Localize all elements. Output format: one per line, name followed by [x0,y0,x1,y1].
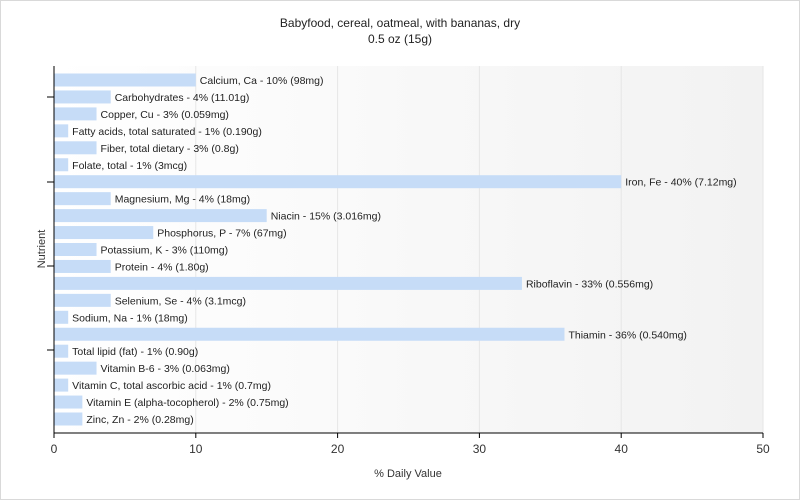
bar [54,175,622,189]
bar [54,124,69,138]
x-axis-label: % Daily Value [374,468,442,480]
bar-label: Vitamin E (alpha-tocopherol) - 2% (0.75m… [86,397,288,409]
bar-label: Vitamin C, total ascorbic acid - 1% (0.7… [72,380,271,392]
bar-label: Fatty acids, total saturated - 1% (0.190… [72,126,262,138]
bar-label: Niacin - 15% (3.016mg) [271,211,381,223]
x-tick-label: 20 [331,442,345,456]
chart-title: Babyfood, cereal, oatmeal, with bananas,… [279,16,521,30]
x-tick-label: 40 [615,442,629,456]
bar [54,259,111,273]
bar [54,192,111,206]
bar [54,73,196,87]
bar [54,327,565,341]
x-tick-label: 10 [189,442,203,456]
bar-label: Fiber, total dietary - 3% (0.8g) [101,143,239,155]
bar [54,107,97,121]
bar-label: Carbohydrates - 4% (11.01g) [115,92,250,104]
bar-label: Selenium, Se - 4% (3.1mcg) [115,295,246,307]
x-tick-label: 50 [756,442,770,456]
bar-label: Riboflavin - 33% (0.556mg) [526,278,653,290]
bar-label: Protein - 4% (1.80g) [115,261,209,273]
bar [54,378,69,392]
bar-label: Folate, total - 1% (3mcg) [72,160,187,172]
bar-label: Calcium, Ca - 10% (98mg) [200,75,324,87]
bar-label: Magnesium, Mg - 4% (18mg) [115,194,250,206]
bar-label: Phosphorus, P - 7% (67mg) [157,228,286,240]
bar [54,141,97,155]
bar-label: Copper, Cu - 3% (0.059mg) [101,109,229,121]
bar-label: Potassium, K - 3% (110mg) [101,245,229,257]
bar [54,344,69,358]
bar-label: Sodium, Na - 1% (18mg) [72,312,188,324]
bar [54,158,69,172]
bar [54,276,522,290]
bar-label: Iron, Fe - 40% (7.12mg) [625,177,736,189]
bar [54,412,83,426]
bar-label: Zinc, Zn - 2% (0.28mg) [86,414,193,426]
x-tick-label: 0 [51,442,58,456]
bar [54,209,267,223]
chart-subtitle: 0.5 oz (15g) [367,32,433,46]
bar [54,395,83,409]
bar [54,293,111,307]
bar [54,226,154,240]
bar-label: Vitamin B-6 - 3% (0.063mg) [101,363,230,375]
bar [54,361,97,375]
x-tick-label: 30 [473,442,487,456]
bar [54,310,69,324]
bar [54,90,111,104]
bar-label: Total lipid (fat) - 1% (0.90g) [72,346,198,358]
bar-label: Thiamin - 36% (0.540mg) [568,329,686,341]
y-axis-label: Nutrient [36,230,48,269]
bar [54,243,97,256]
plot-area [54,66,763,433]
